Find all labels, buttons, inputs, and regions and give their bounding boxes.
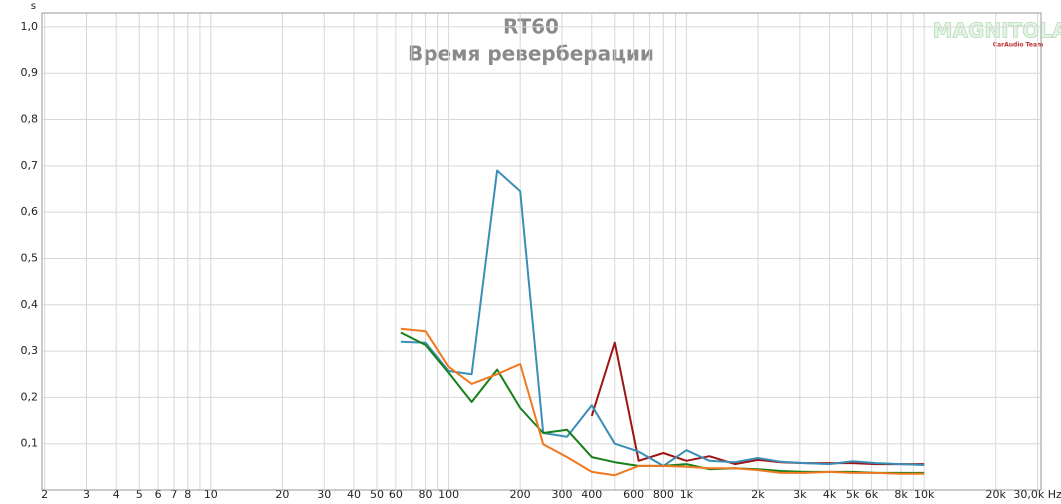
series-line	[400, 327, 925, 477]
x-tick-label: 800	[653, 488, 674, 501]
x-tick-label: 600	[623, 488, 644, 501]
series-line	[590, 341, 925, 466]
x-tick-label: 400	[581, 488, 602, 501]
y-tick-label: 0,5	[21, 251, 39, 264]
y-tick-label: 1,0	[21, 20, 39, 33]
x-tick-label: 4	[113, 488, 120, 501]
y-tick-label: 0,2	[21, 390, 39, 403]
x-tick-label: 10k	[914, 488, 935, 501]
plot-frame	[41, 12, 1042, 491]
y-tick-label: 0,9	[21, 66, 39, 79]
y-tick-label: 0,6	[21, 205, 39, 218]
y-unit: s	[31, 1, 36, 12]
x-tick-label: 5k	[846, 488, 860, 501]
series-line	[400, 331, 925, 474]
x-tick-label: 60	[389, 488, 403, 501]
x-tick-label: 5	[136, 488, 143, 501]
x-tick-label: 8k	[894, 488, 908, 501]
x-tick-label: 1k	[680, 488, 694, 501]
x-tick-label: 200	[510, 488, 531, 501]
x-tick-label: 300	[552, 488, 573, 501]
x-tick-label: 10	[204, 488, 218, 501]
x-tick-label: 30,0k Hz	[1013, 488, 1061, 501]
y-tick-label: 0,4	[21, 298, 39, 311]
logo-tagline: CarAudio Team	[993, 42, 1044, 49]
y-tick-label: 0,1	[21, 437, 39, 450]
series-line	[400, 169, 925, 467]
x-tick-label: 6k	[865, 488, 879, 501]
x-tick-label: 8	[184, 488, 191, 501]
y-tick-label: 0,7	[21, 159, 39, 172]
x-tick-label: 3	[83, 488, 90, 501]
x-tick-label: 20k	[986, 488, 1007, 501]
y-tick-label: 0,3	[21, 344, 39, 357]
x-tick-label: 80	[419, 488, 433, 501]
logo: MAGNITOLA	[933, 19, 1061, 43]
y-tick-label: 0,8	[21, 113, 39, 126]
x-tick-label: 100	[438, 488, 459, 501]
x-tick-label: 4k	[823, 488, 837, 501]
x-tick-label: 6	[155, 488, 162, 501]
x-tick-label: 2k	[751, 488, 765, 501]
chart-subtitle: Время реверберации	[408, 42, 654, 66]
x-tick-label: 7	[170, 488, 177, 501]
x-tick-label: 30	[317, 488, 331, 501]
x-tick-label: 50	[370, 488, 384, 501]
x-tick-label: 40	[347, 488, 361, 501]
x-tick-label: 20	[275, 488, 289, 501]
x-tick-label: 3k	[793, 488, 807, 501]
x-tick-label: 2	[41, 488, 48, 501]
